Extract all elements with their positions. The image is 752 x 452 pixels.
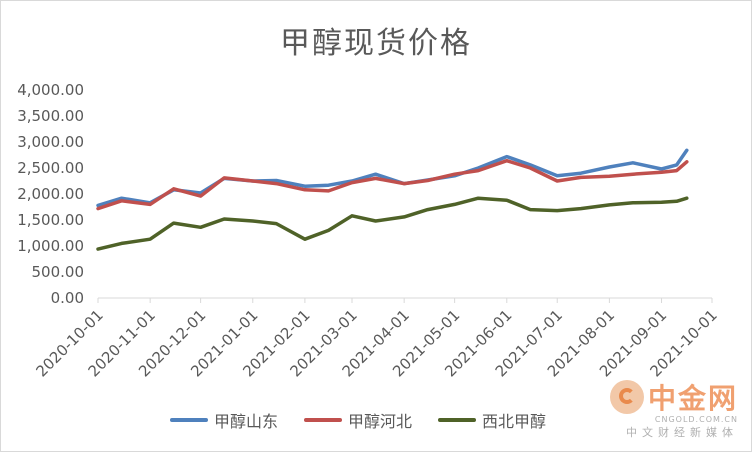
watermark-tagline: 中文财经新媒体 bbox=[626, 426, 738, 439]
y-tick-label: 1,500.00 bbox=[17, 211, 84, 229]
y-tick-label: 2,000.00 bbox=[17, 185, 84, 203]
legend-swatch bbox=[438, 418, 477, 422]
legend-item: 西北甲醇 bbox=[438, 408, 546, 432]
legend-label: 甲醇山东 bbox=[214, 412, 279, 431]
y-tick-label: 4,000.00 bbox=[17, 81, 84, 99]
y-tick-label: 3,000.00 bbox=[17, 133, 84, 151]
chart-title: 甲醇现货价格 bbox=[280, 26, 472, 61]
series-line bbox=[96, 196, 689, 251]
logo-icon bbox=[609, 380, 644, 414]
y-tick-label: 3,500.00 bbox=[17, 107, 84, 125]
x-axis: 2020-10-012020-11-012020-12-012021-01-01… bbox=[32, 297, 721, 380]
watermark-logo: 中金网 bbox=[609, 377, 738, 417]
watermark-domain: CNGOLD.COM.CN bbox=[654, 415, 738, 424]
watermark-name: 中金网 bbox=[647, 382, 738, 415]
legend-swatch bbox=[170, 418, 208, 422]
legend-label: 西北甲醇 bbox=[482, 412, 547, 431]
legend-item: 甲醇山东 bbox=[170, 408, 278, 432]
y-tick-label: 0.00 bbox=[51, 289, 84, 307]
watermark: 中金网 CNGOLD.COM.CN 中文财经新媒体 bbox=[609, 377, 738, 440]
legend: 甲醇山东 甲醇河北 西北甲醇 bbox=[170, 408, 546, 432]
series-lines bbox=[96, 148, 689, 251]
y-axis: 0.00 500.00 1,000.00 1,500.00 2,000.00 2,500.… bbox=[17, 81, 84, 307]
legend-label: 甲醇河北 bbox=[348, 412, 413, 431]
y-tick-label: 2,500.00 bbox=[17, 159, 84, 177]
legend-swatch bbox=[304, 418, 343, 422]
y-tick-label: 1,000.00 bbox=[17, 237, 84, 255]
legend-item: 甲醇河北 bbox=[304, 408, 412, 432]
series-line bbox=[96, 158, 689, 211]
y-tick-label: 500.00 bbox=[32, 263, 85, 281]
